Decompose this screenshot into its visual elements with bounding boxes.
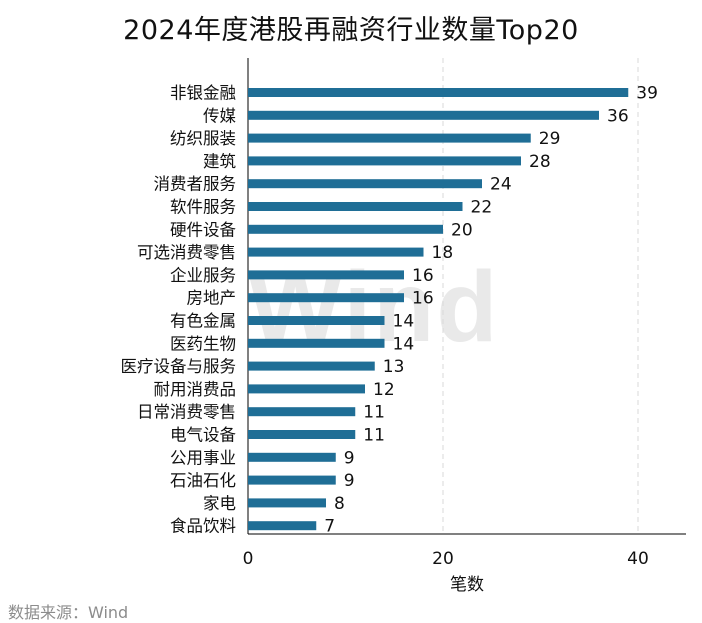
category-label: 硬件设备 xyxy=(170,220,237,239)
value-label: 7 xyxy=(324,517,335,537)
bar xyxy=(248,179,482,189)
category-label: 耐用消费品 xyxy=(154,380,237,399)
value-label: 11 xyxy=(363,403,385,423)
chart-title: 2024年度港股再融资行业数量Top20 xyxy=(123,15,579,46)
bar xyxy=(248,521,317,531)
value-label: 39 xyxy=(636,84,658,104)
value-label: 14 xyxy=(393,334,415,354)
bars xyxy=(248,88,629,531)
value-label: 12 xyxy=(373,380,395,400)
category-label: 消费者服务 xyxy=(154,175,237,194)
value-label: 14 xyxy=(393,312,415,332)
bar xyxy=(248,88,629,97)
x-tick-label: 20 xyxy=(432,549,454,569)
source-note: 数据来源：Wind xyxy=(8,603,129,622)
bar xyxy=(248,202,463,211)
bar xyxy=(248,316,385,325)
bar xyxy=(248,407,356,417)
bar xyxy=(248,338,385,348)
category-label: 纺织服装 xyxy=(170,129,236,148)
bar xyxy=(248,110,599,120)
category-label: 房地产 xyxy=(187,289,237,308)
bar xyxy=(248,475,336,485)
category-label: 建筑 xyxy=(203,152,237,171)
bar xyxy=(248,452,336,462)
category-label: 有色金属 xyxy=(170,312,236,331)
category-label: 传媒 xyxy=(203,106,237,125)
value-label: 11 xyxy=(363,426,385,446)
value-label: 9 xyxy=(344,448,355,468)
value-label: 29 xyxy=(539,129,561,149)
category-label: 企业服务 xyxy=(170,266,236,285)
category-labels: 非银金融传媒纺织服装建筑消费者服务软件服务硬件设备可选消费零售企业服务房地产有色… xyxy=(121,84,237,536)
x-axis-title: 笔数 xyxy=(450,575,484,595)
value-label: 22 xyxy=(471,198,493,218)
value-label: 13 xyxy=(383,357,405,377)
category-label: 家电 xyxy=(203,494,236,513)
category-label: 公用事业 xyxy=(170,448,236,467)
x-tick-label: 40 xyxy=(627,549,649,569)
value-label: 16 xyxy=(412,266,434,286)
value-label: 24 xyxy=(490,175,512,195)
x-tick-label: 0 xyxy=(243,549,254,569)
bar xyxy=(248,384,365,394)
value-label: 18 xyxy=(432,243,454,263)
category-label: 可选消费零售 xyxy=(137,243,236,262)
category-label: 软件服务 xyxy=(170,198,236,217)
bar xyxy=(248,293,404,303)
grid-lines xyxy=(442,58,639,534)
category-label: 电气设备 xyxy=(170,426,237,445)
category-label: 非银金融 xyxy=(170,84,236,103)
bar xyxy=(248,498,326,508)
category-label: 石油石化 xyxy=(170,471,236,490)
bar xyxy=(248,270,404,280)
category-label: 日常消费零售 xyxy=(137,403,236,422)
value-label: 16 xyxy=(412,289,434,309)
bar xyxy=(248,430,356,439)
bar xyxy=(248,133,531,143)
category-label: 医药生物 xyxy=(170,334,236,353)
value-label: 8 xyxy=(334,494,345,514)
value-label: 36 xyxy=(607,106,629,126)
bar xyxy=(248,224,443,234)
x-tick-labels: 0 20 40 xyxy=(243,549,649,569)
category-label: 食品饮料 xyxy=(170,517,236,536)
bar xyxy=(248,361,375,371)
bar xyxy=(248,156,521,166)
value-label: 20 xyxy=(451,220,473,240)
bar xyxy=(248,247,424,257)
category-label: 医疗设备与服务 xyxy=(121,357,237,376)
value-label: 9 xyxy=(344,471,355,491)
value-label: 28 xyxy=(529,152,551,172)
